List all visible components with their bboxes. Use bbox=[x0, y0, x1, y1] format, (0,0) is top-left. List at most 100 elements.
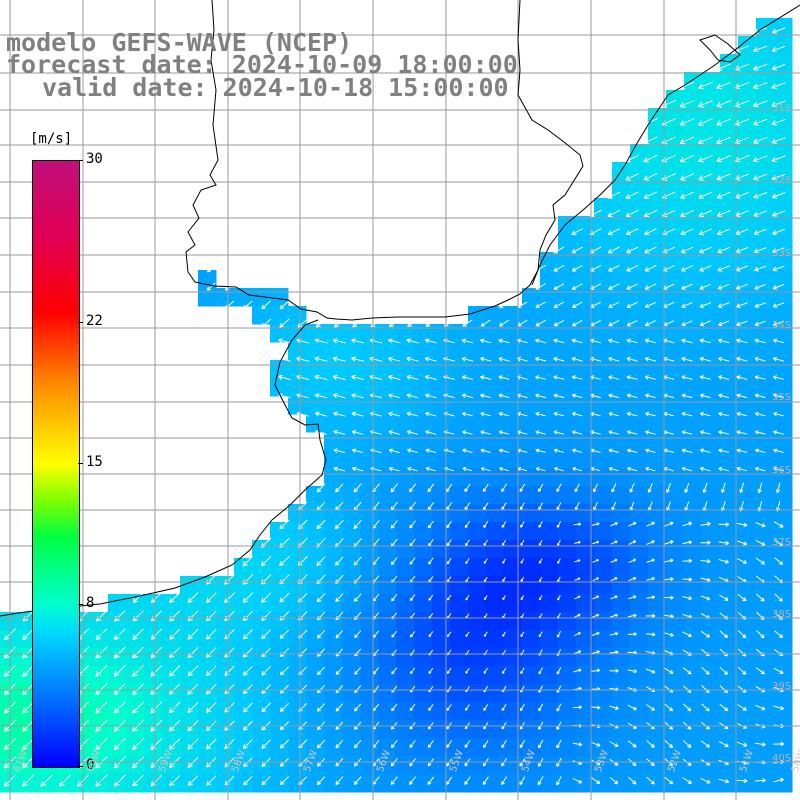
field-cell bbox=[756, 540, 775, 559]
wind-arrow bbox=[647, 483, 653, 493]
field-cell bbox=[720, 720, 739, 739]
field-cell bbox=[522, 756, 541, 775]
field-cell bbox=[162, 612, 181, 631]
wind-arrow bbox=[644, 356, 657, 362]
field-cell bbox=[468, 342, 487, 361]
wind-arrow bbox=[205, 647, 217, 658]
field-cell bbox=[720, 234, 739, 253]
wind-arrow bbox=[718, 448, 729, 453]
colorbar-tick-mark bbox=[78, 160, 83, 161]
field-cell bbox=[540, 684, 559, 703]
wind-arrow bbox=[316, 703, 326, 712]
field-cell bbox=[306, 342, 325, 361]
field-cell bbox=[702, 324, 721, 343]
field-cell bbox=[378, 630, 397, 649]
wind-arrow bbox=[427, 520, 434, 529]
field-cell bbox=[432, 558, 451, 577]
wind-arrow bbox=[644, 283, 657, 290]
field-cell bbox=[666, 684, 685, 703]
field-cell bbox=[144, 594, 163, 613]
field-cell bbox=[612, 306, 631, 325]
wind-arrow bbox=[553, 338, 565, 344]
wind-arrow bbox=[772, 283, 785, 290]
wind-arrow bbox=[502, 576, 506, 582]
field-cell bbox=[306, 648, 325, 667]
wind-arrow bbox=[501, 521, 507, 528]
field-cell bbox=[576, 612, 595, 631]
wind-arrow bbox=[520, 667, 525, 675]
field-cell bbox=[306, 504, 325, 523]
field-cell bbox=[630, 252, 649, 271]
field-cell bbox=[306, 486, 325, 505]
wind-arrow bbox=[697, 100, 713, 108]
wind-arrow bbox=[538, 739, 544, 749]
field-cell bbox=[18, 738, 37, 757]
field-cell bbox=[666, 450, 685, 469]
field-cell bbox=[324, 378, 343, 397]
wind-arrow bbox=[755, 742, 766, 747]
field-cell bbox=[612, 540, 631, 559]
wind-arrow bbox=[699, 283, 712, 290]
wind-arrow bbox=[498, 411, 510, 417]
field-cell bbox=[414, 666, 433, 685]
wind-arrow bbox=[556, 502, 562, 511]
wind-arrow bbox=[406, 356, 419, 362]
field-cell bbox=[504, 378, 523, 397]
field-cell bbox=[684, 450, 703, 469]
wind-arrow bbox=[774, 630, 784, 638]
field-cell bbox=[342, 450, 361, 469]
wind-arrow bbox=[754, 265, 767, 272]
field-cell bbox=[702, 432, 721, 451]
wind-arrow bbox=[610, 595, 618, 600]
field-cell bbox=[756, 180, 775, 199]
wind-arrow bbox=[627, 613, 637, 618]
field-cell bbox=[234, 576, 253, 595]
field-cell bbox=[360, 342, 379, 361]
field-cell bbox=[684, 288, 703, 307]
field-cell bbox=[720, 378, 739, 397]
wind-arrow bbox=[718, 522, 730, 527]
wind-arrow bbox=[498, 338, 510, 344]
field-cell bbox=[558, 540, 577, 559]
wind-arrow bbox=[756, 593, 765, 602]
field-cell bbox=[324, 720, 343, 739]
wind-arrow bbox=[556, 739, 562, 749]
wind-arrow bbox=[736, 320, 748, 327]
field-cell bbox=[666, 702, 685, 721]
wind-arrow bbox=[187, 701, 199, 714]
wind-arrow bbox=[279, 318, 290, 328]
wind-arrow bbox=[755, 704, 766, 711]
field-cell bbox=[558, 738, 577, 757]
wind-arrow bbox=[260, 592, 272, 603]
wind-arrow bbox=[279, 739, 290, 749]
field-cell bbox=[414, 720, 433, 739]
wind-arrow bbox=[753, 173, 768, 181]
field-cell bbox=[522, 486, 541, 505]
wind-arrow bbox=[643, 191, 658, 199]
wind-arrow bbox=[646, 540, 655, 545]
wind-arrow bbox=[773, 667, 784, 674]
wind-arrow bbox=[446, 557, 452, 565]
field-cell bbox=[486, 342, 505, 361]
wind-arrow bbox=[682, 521, 693, 527]
wind-arrow bbox=[645, 668, 656, 674]
wind-arrow bbox=[498, 448, 510, 453]
field-cell bbox=[774, 594, 793, 613]
wind-arrow bbox=[626, 320, 638, 327]
wind-arrow bbox=[40, 774, 53, 787]
field-cell bbox=[684, 756, 703, 775]
field-cell bbox=[702, 378, 721, 397]
wind-arrow bbox=[242, 555, 254, 567]
field-cell bbox=[594, 504, 613, 523]
field-cell bbox=[432, 486, 451, 505]
colorbar-tick-mark bbox=[78, 766, 83, 767]
field-cell bbox=[576, 432, 595, 451]
wind-arrow bbox=[573, 522, 582, 526]
field-cell bbox=[270, 666, 289, 685]
wind-arrow bbox=[333, 466, 346, 472]
field-cell bbox=[738, 288, 757, 307]
field-cell bbox=[666, 486, 685, 505]
wind-arrow bbox=[169, 610, 181, 622]
wind-arrow bbox=[773, 448, 784, 453]
